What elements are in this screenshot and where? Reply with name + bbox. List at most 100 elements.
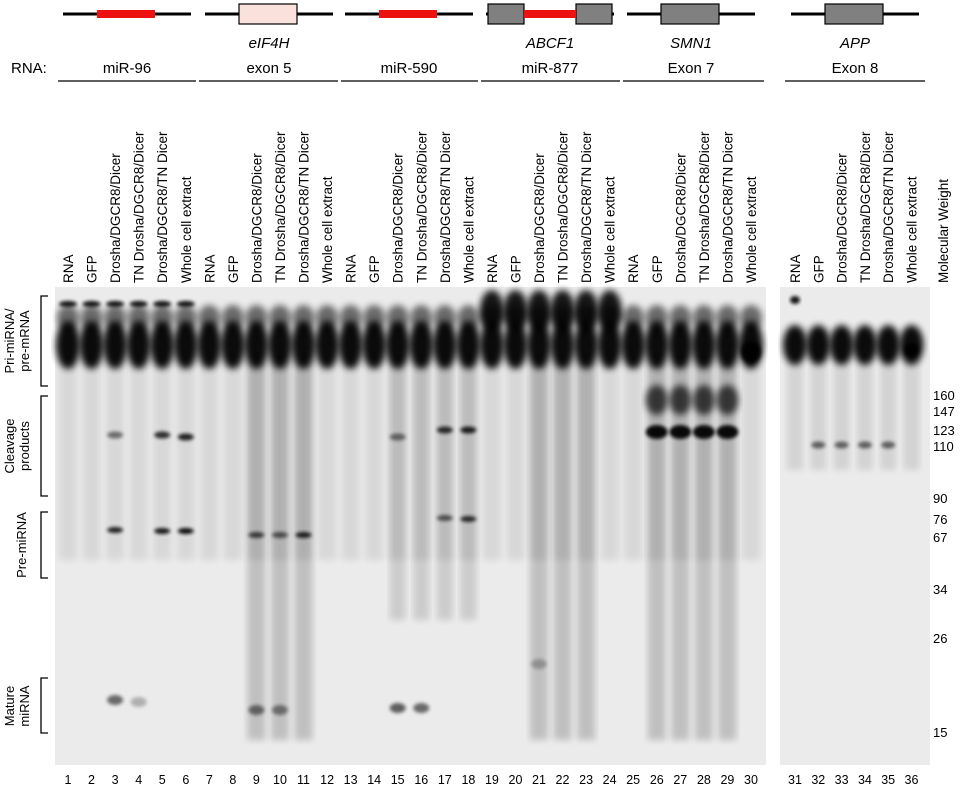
gel-smear	[341, 360, 360, 560]
gel-band	[692, 385, 715, 415]
gel-smear	[506, 360, 525, 560]
lane-number: 2	[88, 773, 95, 787]
lane-numbers: 1 2 3 4 5 6 7 8 9 10 11 12 13 14 15 16 17 18 19 20 21 22 23 24 2…	[65, 773, 919, 787]
gel-band	[103, 321, 128, 369]
gel-band	[783, 325, 807, 365]
gel-band	[716, 385, 739, 415]
mw-marker: 76	[933, 512, 947, 527]
lane-number: 23	[579, 773, 593, 787]
gel-band	[151, 305, 174, 331]
gel-band	[79, 321, 104, 369]
gel-band	[409, 321, 434, 369]
lane-number: 31	[788, 773, 802, 787]
lane-number: 5	[159, 773, 166, 787]
lane-label: TN Drosha/DGCR8/Dicer	[132, 131, 147, 283]
construct-schematics	[63, 3, 919, 25]
lane-number: 22	[556, 773, 570, 787]
gel-smear	[833, 360, 850, 470]
gel-band	[154, 431, 171, 439]
gel-band	[82, 301, 101, 307]
lane-label: TN Drosha/DGCR8/Dicer	[556, 131, 571, 283]
gel-band	[198, 305, 221, 331]
gel-band	[457, 305, 480, 331]
gel-band	[176, 301, 195, 307]
lane-label: TN Drosha/DGCR8/Dicer	[858, 131, 873, 283]
gel-smear	[106, 360, 125, 560]
lane-number: 8	[229, 773, 236, 787]
gel-band	[316, 305, 339, 331]
schematic-mirtron	[486, 3, 614, 25]
gel-band	[644, 321, 669, 369]
lane-number: 36	[905, 773, 919, 787]
lane-label: GFP	[650, 255, 665, 283]
gel-band	[107, 431, 124, 439]
mirna-hairpin-block	[524, 10, 576, 18]
schematic-exon-grey	[627, 3, 755, 25]
lane-labels: RNA GFP Drosha/DGCR8/Dicer TN Drosha/DGCR8/…	[61, 131, 920, 283]
gel-band	[790, 296, 800, 304]
gel-band	[410, 305, 433, 331]
gel-band	[127, 305, 150, 331]
lane-label: Drosha/DGCR8/TN Dicer	[438, 131, 453, 283]
lane-label: Drosha/DGCR8/Dicer	[835, 153, 850, 283]
band-annotations	[40, 295, 48, 734]
gel-band	[668, 321, 693, 369]
lane-number: 10	[273, 773, 287, 787]
exon-block	[238, 3, 298, 25]
gel-band	[669, 425, 692, 439]
gel-band	[460, 426, 477, 434]
bracket-pri-mirna	[40, 295, 48, 387]
gel-band	[479, 290, 504, 330]
gel-smear	[247, 360, 266, 740]
label-pre-mirna: Pre-miRNA	[14, 512, 29, 578]
gel-smear	[671, 360, 690, 740]
lane-label: Drosha/DGCR8/Dicer	[673, 153, 688, 283]
mw-marker: 110	[933, 439, 954, 454]
gel-smear	[413, 360, 430, 620]
gel-band	[645, 385, 668, 415]
lane-number: 15	[391, 773, 405, 787]
lane-label: GFP	[811, 255, 826, 283]
bracket-pre-mirna	[40, 511, 48, 579]
lane-number: 25	[626, 773, 640, 787]
gel-band	[716, 425, 739, 439]
gel-band	[106, 301, 125, 307]
lane-number: 6	[182, 773, 189, 787]
lane-label: Drosha/DGCR8/TN Dicer	[297, 131, 312, 283]
lane-number: 24	[603, 773, 617, 787]
gel-band	[362, 321, 387, 369]
gene-names: eIF4H ABCF1 SMN1 APP	[249, 35, 870, 52]
label-pri-mirna: Pri-miRNA/pre-mRNA	[2, 308, 32, 373]
lane-number: 18	[461, 773, 475, 787]
gel-smear	[436, 360, 453, 620]
gel-band	[174, 305, 197, 331]
group-label-smn1-exon7: Exon 7	[668, 60, 715, 77]
lane-label: Drosha/DGCR8/Dicer	[108, 153, 123, 283]
gene-name-SMN1: SMN1	[670, 35, 712, 52]
gel-panel-right	[780, 287, 930, 765]
lane-label: RNA	[788, 254, 803, 283]
gel-band	[852, 325, 877, 365]
lane-label: Drosha/DGCR8/TN Dicer	[720, 131, 735, 283]
group-label-eif4h-exon5: exon 5	[246, 60, 291, 77]
gel-band	[881, 441, 896, 449]
gel-band	[503, 290, 528, 330]
gel-smear	[153, 360, 172, 560]
gel-band	[692, 305, 715, 331]
gel-band	[645, 305, 668, 331]
gel-band	[857, 441, 872, 449]
gel-band	[221, 305, 244, 331]
gel-band	[433, 305, 456, 331]
lane-number: 17	[438, 773, 452, 787]
lane-label: Whole cell extract	[603, 176, 618, 283]
mw-marker: 147	[933, 404, 955, 419]
gel-smear	[880, 360, 897, 470]
gel-panel-left	[55, 287, 766, 765]
group-label-mir-877: miR-877	[522, 60, 579, 77]
gel-band	[436, 426, 453, 434]
gel-smear	[530, 360, 548, 740]
gel-band	[291, 321, 316, 369]
gel-band	[597, 321, 622, 369]
lane-label: GFP	[85, 255, 100, 283]
gel-band	[645, 425, 668, 439]
